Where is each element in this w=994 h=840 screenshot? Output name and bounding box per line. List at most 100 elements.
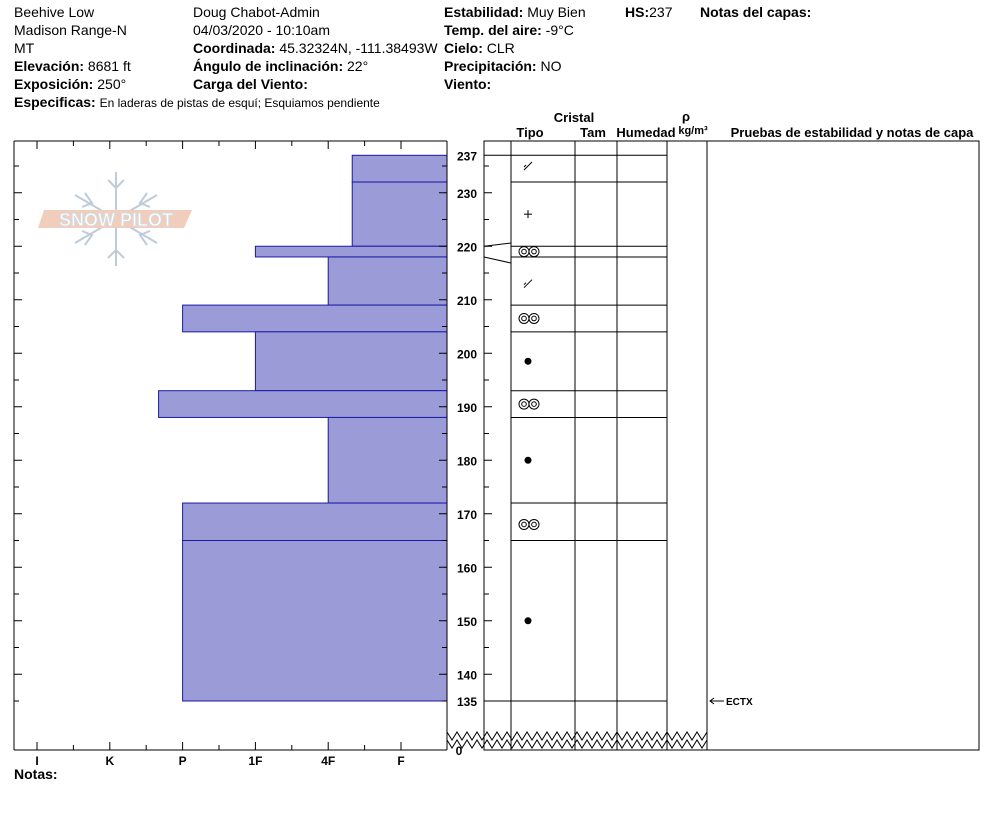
rounded-grain-icon — [524, 357, 532, 365]
hardness-label: K — [105, 754, 114, 768]
type-header: Tipo — [516, 125, 543, 140]
wind-load-label: Carga del Viento: — [193, 76, 308, 92]
slope-label: Ángulo de inclinación: — [193, 58, 344, 74]
rounded-faceted-icon — [518, 518, 530, 530]
aspect: Exposición: 250° — [14, 76, 126, 93]
rounded-faceted-icon — [521, 248, 527, 255]
crystal-header: Cristal — [554, 110, 594, 125]
slope-angle: Ángulo de inclinación: 22° — [193, 58, 368, 75]
hs-label: HS: — [625, 4, 650, 20]
snowpilot-logo: SNOW PILOT — [38, 172, 192, 266]
hardness-bar — [182, 304, 448, 333]
stability-value: Muy Bien — [527, 4, 586, 20]
location: Beehive Low — [14, 4, 95, 20]
hardness-bar — [182, 540, 448, 702]
hardness-bar — [254, 331, 448, 392]
observer: Doug Chabot-Admin — [193, 4, 320, 20]
hardness-bar — [254, 245, 448, 258]
rho-header: ρ — [682, 109, 690, 124]
rounded-faceted-icon — [531, 315, 537, 322]
rounded-faceted-icon — [531, 248, 537, 255]
rounded-faceted-icon — [528, 312, 540, 324]
layer-notes-label: Notas del capas: — [700, 4, 812, 20]
profile-frame — [483, 140, 980, 751]
scale-break — [446, 731, 708, 741]
state: MT — [14, 40, 35, 56]
notes-label: Notas: — [14, 766, 58, 782]
specifics: Especificas: En laderas de pistas de esq… — [14, 94, 380, 112]
height-label: 140 — [457, 668, 477, 682]
height-label: 150 — [457, 615, 477, 629]
hardness-bar — [327, 256, 448, 306]
range: Madison Range-N — [14, 22, 127, 38]
elevation-value: 8681 ft — [87, 58, 131, 74]
rounded-grain-icon — [524, 456, 532, 464]
decomposing-grain-icon — [523, 279, 533, 289]
test-label: ECTX — [726, 697, 753, 708]
coordinates: Coordinada: 45.32324N, -111.38493W — [193, 40, 438, 57]
precip-value: NO — [540, 58, 562, 74]
rounded-faceted-icon — [518, 246, 530, 258]
rounded-faceted-icon — [521, 315, 527, 322]
scale-break — [446, 739, 708, 749]
rounded-faceted-icon — [528, 246, 540, 258]
slope-value: 22° — [347, 58, 369, 74]
hardness-bar — [158, 390, 448, 418]
hardness-label: 4F — [321, 754, 335, 768]
height-label: 237 — [457, 149, 477, 163]
stability-tests-header: Pruebas de estabilidad y notas de capa — [731, 125, 975, 140]
logo-text: SNOW PILOT — [59, 210, 173, 230]
height-label: 220 — [457, 240, 477, 254]
elevation-label: Elevación: — [14, 58, 85, 74]
rounded-faceted-icon — [518, 312, 530, 324]
height-label: 190 — [457, 401, 477, 415]
hardness-label: I — [35, 754, 38, 768]
specifics-value: En laderas de pistas de esquí; Esquiamos… — [99, 96, 380, 110]
wind: Viento: — [444, 76, 491, 93]
decomposing-grain-icon — [523, 282, 527, 286]
size-header: Tam — [580, 125, 606, 140]
height-label: 170 — [457, 508, 477, 522]
specifics-label: Especificas: — [14, 94, 96, 110]
density-header: kg/m³ — [678, 125, 708, 137]
hardness-label: P — [179, 754, 187, 768]
height-label: 160 — [457, 561, 477, 575]
moisture-header: Humedad — [616, 125, 675, 140]
coord-value: 45.32324N, -111.38493W — [279, 40, 438, 56]
height-label: 230 — [457, 187, 477, 201]
rounded-faceted-icon — [518, 398, 530, 410]
hardness-bar — [351, 154, 448, 183]
wind-load: Carga del Viento: — [193, 76, 308, 93]
height-label: 200 — [457, 347, 477, 361]
hardness-bar — [351, 181, 448, 247]
decomposing-grain-icon — [523, 161, 533, 171]
stability-label: Estabilidad: — [444, 4, 524, 20]
height-label: 180 — [457, 454, 477, 468]
aspect-label: Exposición: — [14, 76, 94, 92]
hs-value: 237 — [649, 4, 673, 20]
layer-connector — [483, 242, 512, 247]
hardness-bar — [327, 416, 448, 504]
height-label: 135 — [457, 695, 477, 709]
sky: Cielo: CLR — [444, 40, 515, 57]
snow-height: HS:237 — [625, 4, 672, 21]
rounded-grain-icon — [524, 617, 532, 625]
test-arrow-head — [709, 697, 715, 705]
stability: Estabilidad: Muy Bien — [444, 4, 586, 21]
rounded-faceted-icon — [521, 401, 527, 407]
hardness-label: F — [397, 754, 404, 768]
air-temp: Temp. del aire: -9°C — [444, 22, 574, 39]
decomposing-grain-icon — [523, 164, 527, 168]
wind-label: Viento: — [444, 76, 492, 92]
precip-label: Precipitación: — [444, 58, 537, 74]
layer-connector — [483, 256, 512, 264]
air-temp-value: -9°C — [545, 22, 574, 38]
rounded-faceted-icon — [521, 521, 527, 528]
sky-label: Cielo: — [444, 40, 483, 56]
height-label: 0 — [456, 744, 463, 758]
coord-label: Coordinada: — [193, 40, 276, 56]
rounded-faceted-icon — [528, 398, 540, 410]
height-label: 210 — [457, 294, 477, 308]
datetime: 04/03/2020 - 10:10am — [193, 22, 330, 38]
